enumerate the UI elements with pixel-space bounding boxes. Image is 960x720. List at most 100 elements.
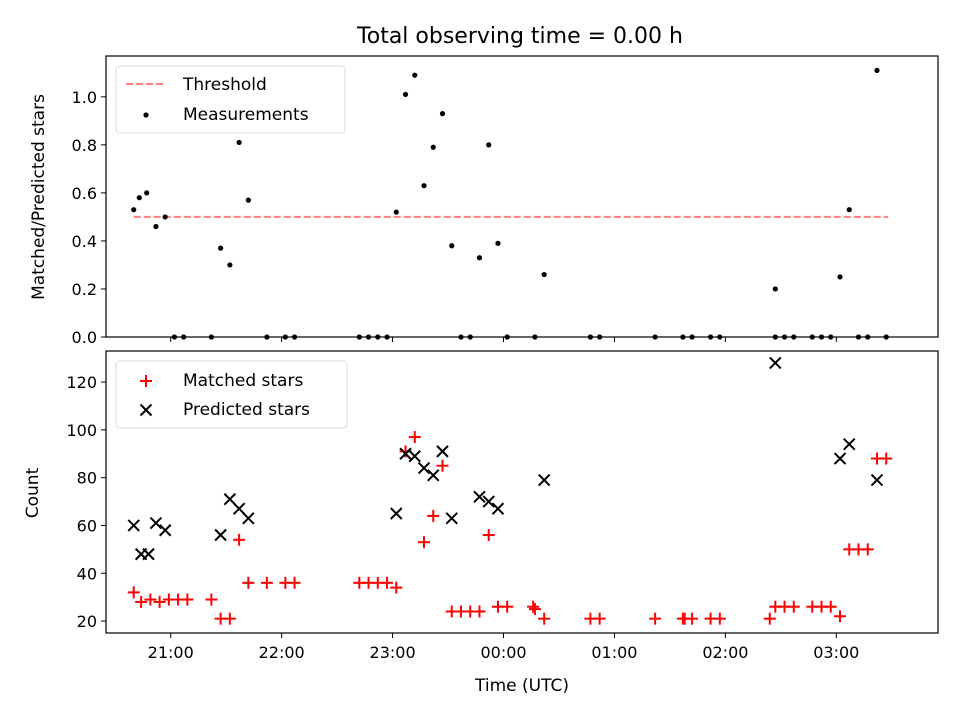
matched-star-point bbox=[501, 600, 514, 613]
legend-threshold-label: Threshold bbox=[182, 75, 267, 95]
measurement-point bbox=[837, 274, 843, 280]
bottom-panel: 20 40 60 80 100 120 21:00 22:00 23:00 00:00 01:00… bbox=[23, 350, 939, 696]
y-tick-label: 100 bbox=[66, 421, 97, 440]
top-plot-frame bbox=[105, 55, 939, 338]
measurement-point bbox=[144, 190, 150, 196]
x-tick-label: 22:00 bbox=[259, 643, 305, 662]
predicted-star-point bbox=[214, 528, 227, 542]
legend-measurements-swatch bbox=[143, 112, 149, 118]
legend-matched-label: Matched stars bbox=[183, 371, 303, 391]
predicted-star-point bbox=[408, 449, 421, 463]
matched-star-point bbox=[408, 431, 421, 444]
predicted-star-point bbox=[870, 473, 884, 487]
y-tick-label: 0.6 bbox=[72, 184, 97, 203]
predicted-star-point bbox=[436, 445, 449, 458]
matched-star-point bbox=[649, 612, 662, 625]
measurement-point bbox=[846, 207, 852, 213]
matched-star-point bbox=[538, 612, 551, 625]
matched-star-point bbox=[181, 593, 194, 606]
measurement-point bbox=[421, 183, 427, 189]
matched-star-point bbox=[593, 612, 606, 625]
matched-star-point bbox=[528, 603, 541, 616]
matched-star-point bbox=[381, 576, 394, 589]
bottom-legend: Matched stars Predicted stars bbox=[115, 360, 348, 429]
measurement-point bbox=[772, 286, 778, 292]
x-axis-label: Time (UTC) bbox=[474, 676, 569, 696]
measurement-point bbox=[874, 67, 880, 74]
measurement-point bbox=[153, 223, 159, 230]
matched-star-point bbox=[861, 543, 874, 556]
matched-star-point bbox=[390, 581, 403, 594]
predicted-star-point bbox=[390, 507, 403, 520]
x-tick-label: 01:00 bbox=[591, 643, 637, 662]
measurement-point bbox=[393, 209, 399, 215]
predicted-star-point bbox=[482, 495, 495, 508]
matched-star-point bbox=[473, 605, 486, 618]
measurement-point bbox=[402, 91, 409, 98]
measurement-point bbox=[131, 207, 137, 213]
top-legend: Threshold Measurements bbox=[115, 65, 346, 134]
x-tick-label: 02:00 bbox=[702, 643, 748, 662]
y-tick-label: 0.4 bbox=[72, 232, 97, 251]
predicted-star-point bbox=[232, 502, 246, 515]
predicted-star-point bbox=[242, 512, 255, 525]
legend-predicted-swatch bbox=[139, 403, 153, 417]
top-panel: 0.0 0.2 0.4 0.6 0.8 1.0 Matched/Predicted sta… bbox=[29, 55, 939, 347]
predicted-star-point bbox=[142, 547, 155, 561]
top-y-axis-label: Matched/Predicted stars bbox=[29, 94, 49, 300]
y-tick-label: 120 bbox=[66, 373, 97, 392]
predicted-star-point bbox=[158, 524, 172, 537]
bottom-y-axis-label: Count bbox=[23, 467, 43, 518]
x-tick-label: 21:00 bbox=[148, 643, 194, 662]
predicted-star-point bbox=[149, 516, 163, 530]
matched-star-point bbox=[242, 576, 255, 589]
measurement-point bbox=[227, 262, 233, 268]
predicted-star-point bbox=[833, 452, 847, 465]
measurement-point bbox=[236, 139, 242, 146]
y-tick-label: 0.2 bbox=[72, 280, 97, 299]
matched-star-point bbox=[527, 600, 540, 613]
matched-star-point bbox=[233, 533, 246, 546]
matched-star-point bbox=[787, 600, 800, 613]
y-tick-label: 1.0 bbox=[72, 88, 97, 107]
predicted-star-point bbox=[537, 473, 551, 487]
measurement-point bbox=[162, 214, 168, 220]
matched-star-point bbox=[436, 459, 449, 472]
x-tick-label: 23:00 bbox=[370, 643, 416, 662]
predicted-star-point bbox=[417, 461, 431, 475]
measurement-point bbox=[245, 197, 251, 203]
matched-star-point bbox=[127, 586, 140, 599]
matched-star-point bbox=[260, 576, 273, 589]
matched-star-point bbox=[153, 595, 166, 608]
y-tick-label: 40 bbox=[77, 564, 97, 583]
y-tick-label: 20 bbox=[77, 612, 97, 631]
matched-star-point bbox=[144, 593, 157, 606]
y-tick-label: 60 bbox=[77, 516, 97, 535]
matched-star-point bbox=[880, 452, 893, 465]
bottom-x-axis: 21:00 22:00 23:00 00:00 01:00 02:00 03:00 bbox=[148, 633, 859, 662]
y-tick-label: 0.8 bbox=[72, 136, 97, 155]
matched-star-point bbox=[135, 595, 148, 608]
predicted-star-point bbox=[843, 437, 856, 451]
legend-matched-swatch bbox=[140, 375, 152, 387]
measurement-point bbox=[136, 195, 142, 201]
matched-star-point bbox=[763, 612, 776, 625]
x-tick-label: 00:00 bbox=[480, 643, 526, 662]
matched-star-point bbox=[427, 509, 440, 522]
top-legend-box bbox=[115, 65, 346, 134]
measurement-point bbox=[495, 240, 501, 246]
matched-star-point bbox=[288, 576, 301, 589]
matched-star-point bbox=[418, 536, 431, 549]
predicted-star-point bbox=[223, 492, 237, 506]
predicted-star-point bbox=[445, 512, 458, 525]
measurement-point bbox=[218, 245, 224, 251]
bottom-legend-box bbox=[115, 360, 348, 429]
measurement-point bbox=[430, 144, 436, 150]
y-tick-label: 80 bbox=[77, 469, 97, 488]
matched-star-point bbox=[223, 612, 236, 625]
predicted-star-point bbox=[491, 502, 505, 515]
top-x-ticks bbox=[170, 337, 837, 342]
matched-stars-layer bbox=[127, 431, 893, 625]
predicted-star-point bbox=[769, 356, 782, 370]
